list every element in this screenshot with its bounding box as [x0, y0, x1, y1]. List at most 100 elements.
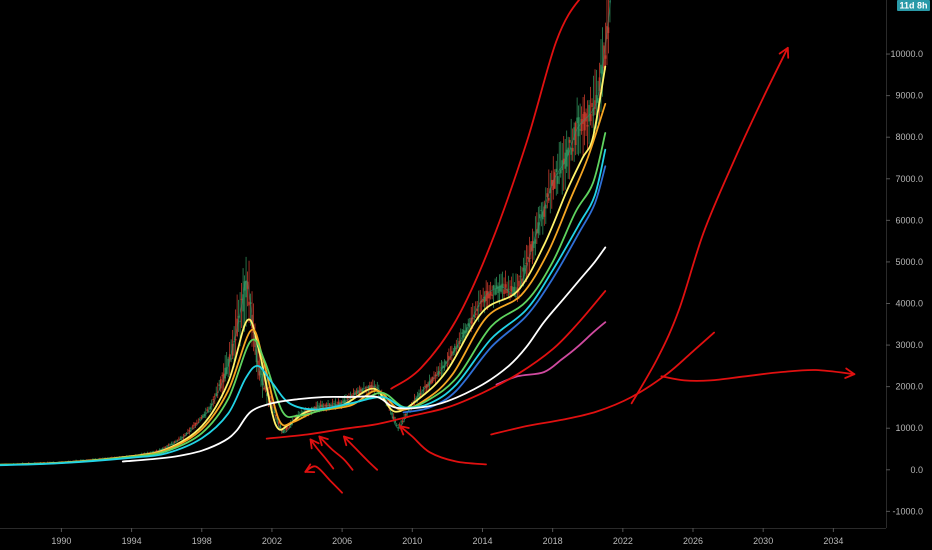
candle-body	[245, 280, 247, 298]
candle-body	[164, 446, 167, 448]
candle-body	[436, 375, 438, 376]
candle-body	[540, 209, 543, 211]
candle-body	[550, 179, 553, 186]
candle-body	[530, 244, 532, 252]
candle-body	[519, 275, 522, 277]
candle-body	[191, 426, 194, 428]
candle-body	[600, 64, 602, 74]
candle-body	[182, 437, 185, 439]
x-tick-label: 2022	[613, 536, 633, 546]
candle-body	[448, 355, 450, 361]
price-axis[interactable]: 10000.0 9000.0 8000.0 7000.0 6000.0 5000.0 400…	[886, 49, 923, 516]
candle-body	[194, 422, 197, 426]
price-badge-background	[897, 0, 930, 11]
candle-body	[279, 425, 282, 429]
candle-body	[468, 324, 471, 328]
candle-body	[512, 287, 514, 296]
candle-body	[204, 412, 207, 414]
candle-body	[443, 365, 446, 369]
candle-body	[397, 427, 399, 429]
candle-body	[533, 241, 535, 249]
candle-body	[313, 407, 316, 411]
price-line	[0, 0, 611, 466]
candle-body	[284, 430, 286, 432]
x-tick-label: 2034	[823, 536, 843, 546]
candle-body	[500, 284, 502, 292]
annotation-arrowhead	[343, 435, 354, 447]
candle-body	[193, 425, 195, 427]
candle-body	[525, 263, 528, 264]
candle-body	[228, 354, 231, 362]
candle-body	[366, 388, 368, 390]
candle-body	[392, 416, 395, 420]
candle-body	[573, 127, 575, 141]
annotation-arrowhead	[399, 425, 410, 436]
candle-body	[412, 404, 414, 406]
candle-body	[454, 345, 456, 352]
annotation-pointer	[343, 435, 379, 471]
candle-body	[176, 439, 179, 441]
candle-body	[556, 176, 559, 184]
price-badge: 11d 8h	[897, 0, 930, 11]
candle-body	[185, 433, 188, 435]
candle-body	[609, 1, 611, 3]
candle-body	[181, 437, 183, 438]
candle-body	[240, 298, 243, 300]
candle-body	[501, 283, 504, 288]
candle-body	[216, 391, 219, 393]
candle-body	[373, 386, 376, 388]
candle-body	[594, 100, 596, 109]
annotation-support-line	[265, 290, 607, 440]
candle-body	[395, 425, 398, 427]
candle-body	[169, 443, 171, 445]
y-tick-label: 6000.0	[895, 215, 923, 225]
candle-body	[440, 367, 443, 369]
candle-body	[331, 405, 334, 407]
candle-body	[213, 396, 216, 398]
y-tick-label: 3000.0	[895, 340, 923, 350]
candle-body	[270, 401, 273, 403]
annotation-pointer	[309, 438, 335, 470]
candle-body	[492, 285, 495, 289]
series-line	[0, 103, 607, 466]
candle-body	[391, 413, 394, 415]
series-line	[495, 321, 607, 386]
time-axis[interactable]: 1990 1994 1998 2002 2006 2010 2014 2018 2022 2026…	[51, 528, 843, 546]
y-tick-label: 8000.0	[895, 132, 923, 142]
candle-body	[199, 419, 201, 421]
candle-body	[524, 265, 526, 274]
plot-area[interactable]	[0, 0, 856, 494]
candle-body	[246, 281, 249, 289]
candle-body	[163, 447, 165, 449]
candle-body	[148, 452, 150, 454]
candle-body	[598, 77, 601, 91]
candle-body	[281, 429, 283, 432]
annotation-projection-up	[630, 46, 789, 405]
annotation-projection-flat	[660, 369, 856, 382]
candle-body	[555, 168, 558, 173]
candle-body	[404, 413, 407, 416]
y-tick-label: 9000.0	[895, 91, 923, 101]
candle-body	[202, 415, 204, 418]
candle-body	[263, 387, 265, 390]
candle-body	[421, 393, 423, 395]
candle-body	[419, 393, 422, 396]
candle-body	[543, 206, 546, 217]
candle-body	[266, 393, 268, 396]
candle-body	[273, 412, 276, 413]
candle-body	[237, 316, 240, 318]
candle-body	[260, 367, 262, 375]
candle-body	[218, 384, 221, 386]
candle-body	[446, 364, 449, 366]
x-tick-label: 2002	[262, 536, 282, 546]
candle-body	[597, 98, 599, 103]
annotation-upper-channel	[390, 0, 581, 390]
candle-body	[288, 425, 291, 427]
candle-body	[340, 401, 343, 404]
x-tick-label: 1998	[192, 536, 212, 546]
candle-body	[585, 113, 587, 122]
y-tick-label: 7000.0	[895, 174, 923, 184]
annotation-arrowhead	[844, 367, 856, 379]
candle-body	[542, 211, 544, 220]
